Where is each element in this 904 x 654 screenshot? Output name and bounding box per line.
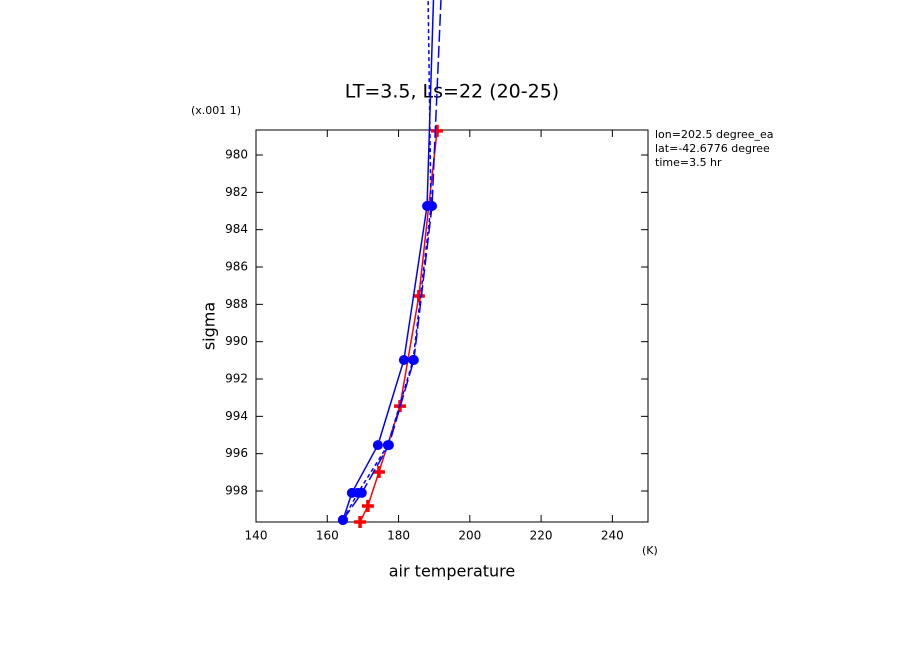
annotation: lat=-42.6776 degree: [655, 142, 770, 155]
y-axis-label: sigma: [200, 302, 219, 350]
y-tick-label: 998: [225, 484, 248, 498]
marker: [372, 440, 383, 451]
y-tick-label: 986: [225, 260, 248, 274]
marker: [431, 124, 444, 137]
marker: [354, 516, 367, 528]
y-unit: (x.001 1): [191, 104, 241, 117]
x-tick-label: 220: [530, 529, 553, 543]
y-tick-label: 984: [225, 222, 248, 236]
y-tick-label: 992: [225, 372, 248, 386]
x-tick-label: 160: [316, 529, 339, 543]
series-line: [359, 130, 438, 523]
marker: [412, 289, 425, 302]
marker: [427, 200, 438, 211]
x-tick-label: 180: [387, 529, 410, 543]
marker: [383, 440, 394, 451]
y-tick-label: 994: [225, 409, 248, 423]
x-axis-label: air temperature: [389, 562, 515, 581]
marker: [372, 465, 385, 478]
series-line: [342, 0, 432, 521]
y-tick-label: 980: [225, 148, 248, 162]
annotation: lon=202.5 degree_ea: [655, 128, 774, 141]
annotation: time=3.5 hr: [655, 156, 722, 169]
x-tick-label: 140: [245, 529, 268, 543]
marker: [408, 354, 419, 365]
y-tick-label: 982: [225, 185, 248, 199]
plot-frame: [255, 129, 649, 523]
chart-title: LT=3.5, Ls=22 (20-25): [345, 81, 559, 103]
marker: [337, 514, 348, 525]
x-tick-label: 240: [601, 529, 624, 543]
marker: [398, 354, 409, 365]
series-line: [342, 0, 442, 521]
marker: [356, 487, 367, 498]
y-tick-label: 996: [225, 446, 248, 460]
x-unit: (K): [642, 544, 658, 557]
y-tick-label: 988: [225, 297, 248, 311]
x-tick-label: 200: [458, 529, 481, 543]
marker: [361, 499, 374, 512]
y-tick-label: 990: [225, 334, 248, 348]
